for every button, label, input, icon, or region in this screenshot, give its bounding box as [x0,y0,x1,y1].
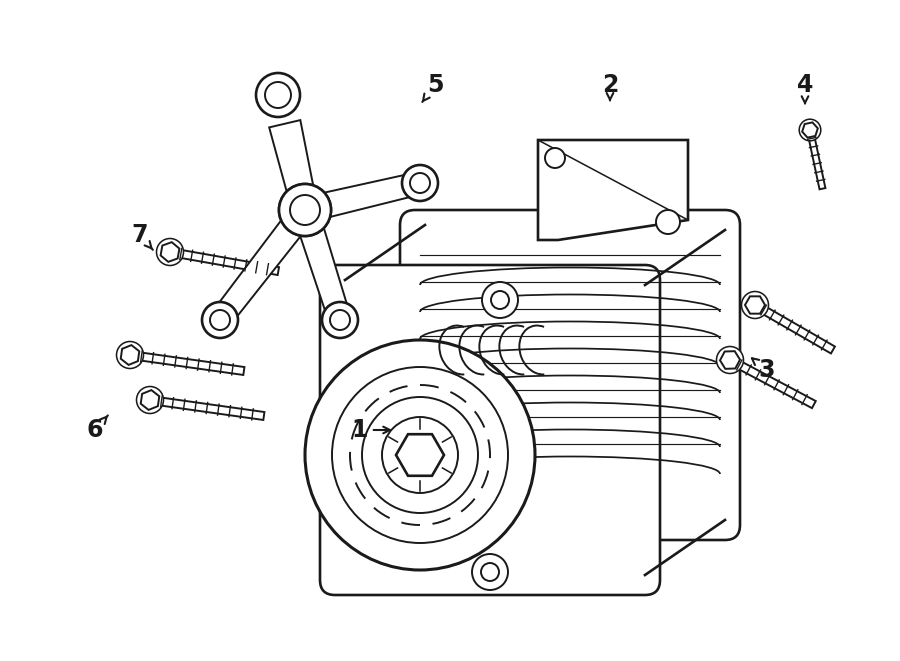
Circle shape [305,340,535,570]
FancyBboxPatch shape [400,210,740,540]
Circle shape [210,310,230,330]
Text: 4: 4 [796,73,814,103]
Polygon shape [160,242,179,262]
Polygon shape [538,140,688,240]
Text: 1: 1 [352,418,390,442]
Circle shape [322,302,358,338]
Circle shape [742,292,769,319]
Polygon shape [807,130,825,189]
Polygon shape [802,122,818,137]
FancyBboxPatch shape [320,265,660,595]
Polygon shape [745,296,765,314]
Circle shape [382,417,458,493]
Text: 7: 7 [131,223,153,250]
Circle shape [362,397,478,513]
Circle shape [137,387,164,414]
Circle shape [157,239,184,266]
Circle shape [202,302,238,338]
Polygon shape [728,356,815,408]
Circle shape [545,148,565,168]
Polygon shape [140,390,159,410]
Circle shape [402,165,438,201]
Polygon shape [753,301,835,354]
Circle shape [482,282,518,318]
Polygon shape [212,202,315,327]
Circle shape [481,563,499,581]
Circle shape [256,73,300,117]
Circle shape [716,346,743,373]
Polygon shape [302,172,423,223]
Polygon shape [269,120,318,213]
Circle shape [799,119,821,141]
Polygon shape [130,351,245,375]
Circle shape [290,195,320,225]
Circle shape [656,210,680,234]
Circle shape [491,291,509,309]
Circle shape [116,342,143,368]
Circle shape [279,184,331,236]
Circle shape [290,195,320,225]
Text: 6: 6 [86,415,108,442]
Text: 3: 3 [752,358,775,382]
Polygon shape [169,248,279,275]
Circle shape [330,310,350,330]
Polygon shape [396,434,444,476]
Polygon shape [292,206,351,323]
Polygon shape [720,351,740,369]
Text: 5: 5 [422,73,443,102]
Polygon shape [121,345,140,365]
Polygon shape [149,396,265,420]
Circle shape [279,184,331,236]
Circle shape [472,554,508,590]
Circle shape [332,367,508,543]
Circle shape [265,82,291,108]
Text: 2: 2 [602,73,618,100]
Circle shape [410,173,430,193]
